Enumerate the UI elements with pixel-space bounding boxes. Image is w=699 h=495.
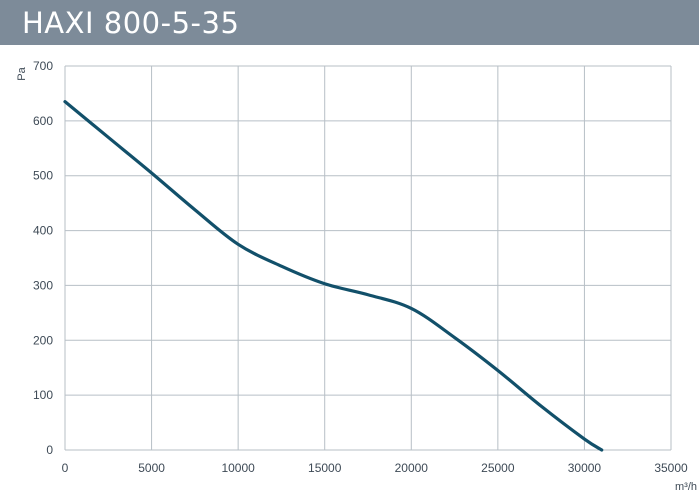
x-tick-label: 0 (62, 461, 69, 475)
x-tick-label: 35000 (654, 461, 688, 475)
y-tick-label: 100 (33, 388, 53, 402)
y-tick-label: 500 (33, 169, 53, 183)
grid-layer (64, 65, 672, 451)
y-tick-label: 200 (33, 333, 53, 347)
x-tick-label: 30000 (568, 461, 602, 475)
x-tick-label: 5000 (138, 461, 165, 475)
tick-labels: 0 5000 10000 15000 20000 25000 30000 35000 0 100 2… (33, 59, 688, 475)
x-tick-label: 10000 (221, 461, 255, 475)
y-tick-label: 600 (33, 114, 53, 128)
y-tick-label: 400 (33, 224, 53, 238)
x-tick-label: 15000 (308, 461, 342, 475)
x-tick-label: 20000 (395, 461, 429, 475)
x-axis-label: m³/h (675, 481, 697, 493)
chart-title: HAXI 800-5-35 (22, 6, 240, 40)
series-layer (63, 100, 604, 452)
y-tick-label: 700 (33, 59, 53, 73)
title-bar: HAXI 800-5-35 (0, 0, 699, 45)
x-tick-label: 25000 (481, 461, 515, 475)
y-tick-label: 300 (33, 278, 53, 292)
performance-curve (63, 100, 604, 452)
y-tick-label: 0 (46, 443, 53, 457)
y-axis-label: Pa (16, 66, 28, 80)
